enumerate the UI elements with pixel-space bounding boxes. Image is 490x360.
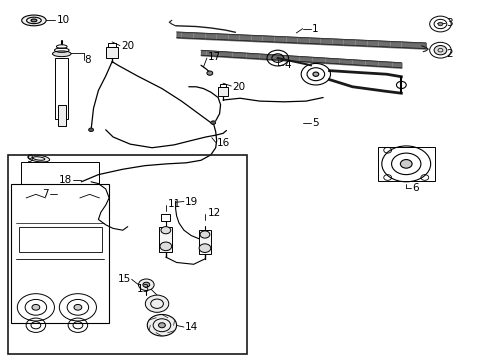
Text: 13: 13 [137,284,150,294]
Text: 2: 2 [446,49,453,59]
Text: 14: 14 [185,322,198,332]
Bar [55,58,68,119]
Text: 20: 20 [121,41,134,51]
Text: 16: 16 [217,139,230,148]
Text: 5: 5 [312,118,318,128]
Text: 11: 11 [168,199,181,209]
Circle shape [74,305,82,310]
Circle shape [160,242,172,251]
Bar [106,47,118,58]
Bar [161,214,170,221]
Text: 6: 6 [412,183,419,193]
Bar [8,155,247,354]
Circle shape [89,128,94,132]
Circle shape [161,226,171,234]
Text: 20: 20 [232,82,245,92]
Text: 4: 4 [284,60,291,70]
Text: 1: 1 [312,24,318,34]
Text: 17: 17 [208,52,221,62]
Circle shape [139,279,154,291]
Text: 10: 10 [56,15,70,26]
Bar [58,105,66,126]
Bar [108,43,116,47]
Text: 7: 7 [42,189,49,199]
Circle shape [400,159,412,168]
Circle shape [143,282,150,287]
Text: 15: 15 [118,274,131,284]
Circle shape [199,244,211,252]
Circle shape [207,71,213,75]
Text: 19: 19 [185,197,198,207]
Bar [19,226,102,252]
Text: 9: 9 [26,154,33,164]
Circle shape [313,72,319,76]
Bar [11,184,109,323]
Circle shape [211,121,216,125]
Text: 12: 12 [207,208,220,218]
Bar [218,87,228,96]
Text: 18: 18 [59,175,72,185]
Text: 8: 8 [85,55,91,65]
Circle shape [434,45,447,55]
Bar [378,147,435,181]
Bar [21,162,99,184]
Circle shape [147,315,176,336]
Ellipse shape [22,15,46,26]
Circle shape [32,305,40,310]
Circle shape [146,295,169,312]
Bar [159,226,172,252]
Circle shape [438,22,443,26]
Ellipse shape [52,51,71,57]
Ellipse shape [31,19,37,22]
Text: 3: 3 [446,18,453,28]
Circle shape [159,323,165,328]
Bar [220,84,226,87]
Bar [198,230,211,253]
Circle shape [200,231,210,238]
Ellipse shape [28,155,49,162]
